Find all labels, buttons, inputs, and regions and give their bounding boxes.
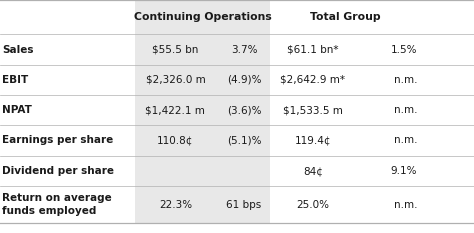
Text: 84¢: 84¢: [303, 166, 323, 176]
Bar: [135, 34, 270, 65]
Text: 1.5%: 1.5%: [391, 45, 417, 55]
Text: $2,326.0 m: $2,326.0 m: [146, 75, 205, 85]
Text: Return on average
funds employed: Return on average funds employed: [2, 193, 112, 216]
Text: (3.6)%: (3.6)%: [227, 105, 261, 115]
Text: (5.1)%: (5.1)%: [227, 136, 261, 145]
Text: $1,533.5 m: $1,533.5 m: [283, 105, 343, 115]
Bar: [135, 156, 270, 186]
Text: n.m.: n.m.: [393, 136, 417, 145]
Text: 61 bps: 61 bps: [227, 200, 262, 209]
Text: 3.7%: 3.7%: [231, 45, 257, 55]
Text: 25.0%: 25.0%: [296, 200, 329, 209]
Text: Dividend per share: Dividend per share: [2, 166, 114, 176]
Text: $2,642.9 m*: $2,642.9 m*: [280, 75, 346, 85]
Text: $1,422.1 m: $1,422.1 m: [146, 105, 205, 115]
Bar: [135, 95, 270, 125]
Text: n.m.: n.m.: [393, 105, 417, 115]
Text: Total Group: Total Group: [310, 12, 380, 22]
Text: n.m.: n.m.: [393, 200, 417, 209]
Text: 110.8¢: 110.8¢: [157, 136, 193, 145]
Text: $61.1 bn*: $61.1 bn*: [287, 45, 338, 55]
Text: Sales: Sales: [2, 45, 34, 55]
Bar: [135, 65, 270, 95]
Text: 9.1%: 9.1%: [391, 166, 417, 176]
Text: EBIT: EBIT: [2, 75, 28, 85]
Text: Earnings per share: Earnings per share: [2, 136, 114, 145]
Bar: [135, 0, 270, 34]
Text: Continuing Operations: Continuing Operations: [134, 12, 272, 22]
Text: 119.4¢: 119.4¢: [294, 136, 331, 145]
Text: NPAT: NPAT: [2, 105, 32, 115]
Bar: [135, 186, 270, 223]
Text: $55.5 bn: $55.5 bn: [152, 45, 199, 55]
Text: n.m.: n.m.: [393, 75, 417, 85]
Text: 22.3%: 22.3%: [159, 200, 192, 209]
Bar: [135, 125, 270, 156]
Text: (4.9)%: (4.9)%: [227, 75, 261, 85]
